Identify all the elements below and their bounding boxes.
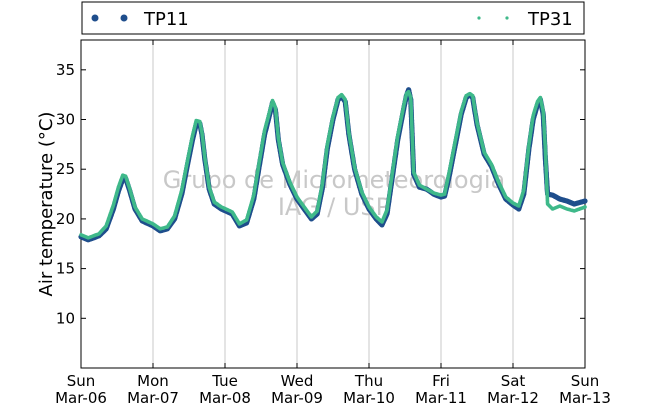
x-tick-day: Wed	[281, 372, 314, 390]
x-tick-day: Sun	[67, 372, 96, 390]
x-tick-day: Sat	[501, 372, 526, 390]
data-point	[583, 205, 587, 209]
y-tick-label: 20	[56, 210, 75, 228]
y-axis-title: Air temperature (°C)	[36, 112, 57, 297]
data-point	[582, 198, 588, 204]
legend-label-tp11: TP11	[143, 9, 189, 30]
y-tick-label: 10	[56, 309, 75, 327]
plot-area	[80, 39, 586, 369]
x-tick-day: Fri	[432, 372, 450, 390]
y-tick-label: 15	[56, 260, 75, 278]
legend-marker	[505, 16, 509, 20]
x-tick-date: Mar-06	[55, 389, 107, 407]
x-tick-date: Mar-09	[271, 389, 323, 407]
watermark-line-1: Grupo de Micrometeorologia	[163, 166, 505, 194]
x-tick-day: Thu	[354, 372, 383, 390]
y-tick-label: 25	[56, 160, 75, 178]
series-tp31	[79, 89, 587, 240]
x-tick-day: Sun	[571, 372, 600, 390]
x-tick-day: Tue	[211, 372, 238, 390]
legend-label-tp31: TP31	[527, 9, 573, 30]
legend-markers-tp11	[91, 14, 128, 22]
legend-marker	[477, 16, 481, 20]
y-axis: 10 15 20 25 30 35	[56, 61, 585, 327]
y-tick-label: 35	[56, 61, 75, 79]
x-tick-date: Mar-11	[415, 389, 467, 407]
legend: TP11 TP31	[81, 1, 585, 35]
legend-marker	[91, 14, 99, 22]
x-tick-date: Mar-12	[487, 389, 539, 407]
x-tick-date: Mar-10	[343, 389, 395, 407]
x-tick-day: Mon	[137, 372, 169, 390]
legend-box	[81, 1, 585, 35]
legend-markers-tp31	[477, 16, 509, 20]
x-tick-date: Mar-08	[199, 389, 251, 407]
x-tick-date: Mar-13	[559, 389, 611, 407]
legend-marker	[120, 14, 128, 22]
x-axis: SunMar-06MonMar-07TueMar-08WedMar-09ThuM…	[55, 40, 611, 407]
x-tick-date: Mar-07	[127, 389, 179, 407]
y-tick-label: 30	[56, 111, 75, 129]
